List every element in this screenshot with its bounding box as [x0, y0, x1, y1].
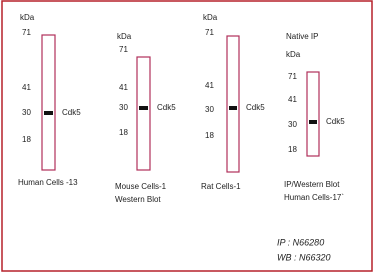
marker-label: 30	[22, 108, 31, 117]
marker-label: 30	[119, 103, 128, 112]
caption: IP/Western Blot	[284, 180, 340, 189]
unit-label: kDa	[20, 13, 35, 22]
lane	[307, 72, 319, 156]
panels: kDa 71 41 30 18 Cdk5 Human Cells -13 kDa 71 41 30 1…	[18, 13, 345, 204]
lane	[227, 36, 239, 172]
unit-label: kDa	[117, 32, 132, 41]
caption: Mouse Cells-1	[115, 182, 167, 191]
panel-heading: Native IP	[286, 32, 318, 41]
caption: Rat Cells-1	[201, 182, 241, 191]
marker-label: 41	[22, 83, 31, 92]
band	[44, 111, 53, 115]
marker-label: 41	[205, 81, 214, 90]
unit-label: kDa	[203, 13, 218, 22]
caption: Human Cells -13	[18, 178, 78, 187]
figure: kDa 71 41 30 18 Cdk5 Human Cells -13 kDa 71 41 30 1…	[0, 0, 375, 275]
marker-label: 18	[22, 135, 31, 144]
band-label: Cdk5	[157, 103, 176, 112]
caption: Western Blot	[115, 195, 161, 204]
band	[229, 106, 237, 110]
marker-label: 71	[22, 28, 31, 37]
band-label: Cdk5	[246, 103, 265, 112]
marker-label: 30	[205, 105, 214, 114]
footnote: IP : N66280	[277, 237, 324, 247]
unit-label: kDa	[286, 50, 301, 59]
footnote: WB : N66320	[277, 252, 331, 262]
band	[309, 120, 317, 124]
marker-label: 41	[119, 83, 128, 92]
band	[139, 106, 148, 110]
marker-label: 18	[119, 128, 128, 137]
marker-label: 18	[205, 131, 214, 140]
band-label: Cdk5	[326, 117, 345, 126]
marker-label: 71	[119, 45, 128, 54]
band-label: Cdk5	[62, 108, 81, 117]
marker-label: 71	[288, 72, 297, 81]
marker-label: 30	[288, 120, 297, 129]
marker-label: 18	[288, 145, 297, 154]
caption: Human Cells-17`	[284, 193, 344, 202]
lane	[42, 35, 55, 170]
marker-label: 41	[288, 95, 297, 104]
lane	[137, 57, 150, 170]
marker-label: 71	[205, 28, 214, 37]
